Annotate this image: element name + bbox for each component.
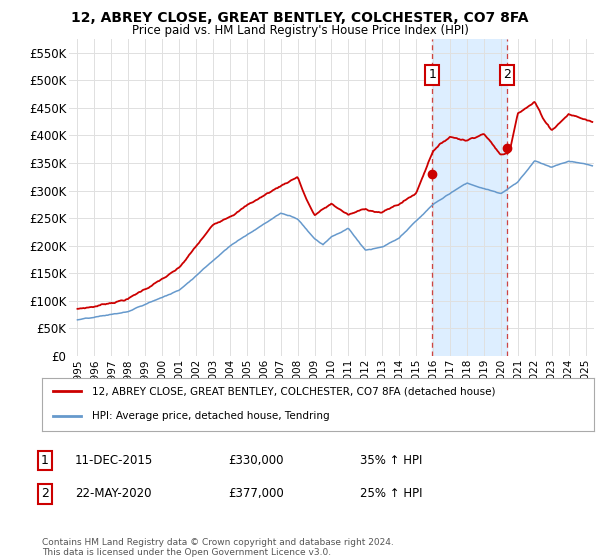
Text: Contains HM Land Registry data © Crown copyright and database right 2024.
This d: Contains HM Land Registry data © Crown c… [42, 538, 394, 557]
Text: 1: 1 [41, 454, 49, 467]
Bar [432, 39, 507, 356]
Text: 2: 2 [503, 68, 511, 81]
Text: 35% ↑ HPI: 35% ↑ HPI [360, 454, 422, 467]
Text: Price paid vs. HM Land Registry's House Price Index (HPI): Price paid vs. HM Land Registry's House … [131, 24, 469, 36]
Text: 2: 2 [41, 487, 49, 501]
Text: £330,000: £330,000 [228, 454, 284, 467]
Text: 22-MAY-2020: 22-MAY-2020 [75, 487, 151, 501]
Text: 1: 1 [428, 68, 436, 81]
Text: 12, ABREY CLOSE, GREAT BENTLEY, COLCHESTER, CO7 8FA (detached house): 12, ABREY CLOSE, GREAT BENTLEY, COLCHEST… [92, 386, 495, 396]
Text: 12, ABREY CLOSE, GREAT BENTLEY, COLCHESTER, CO7 8FA: 12, ABREY CLOSE, GREAT BENTLEY, COLCHEST… [71, 11, 529, 25]
Text: 25% ↑ HPI: 25% ↑ HPI [360, 487, 422, 501]
Text: £377,000: £377,000 [228, 487, 284, 501]
Text: HPI: Average price, detached house, Tendring: HPI: Average price, detached house, Tend… [92, 411, 329, 421]
Text: 11-DEC-2015: 11-DEC-2015 [75, 454, 153, 467]
